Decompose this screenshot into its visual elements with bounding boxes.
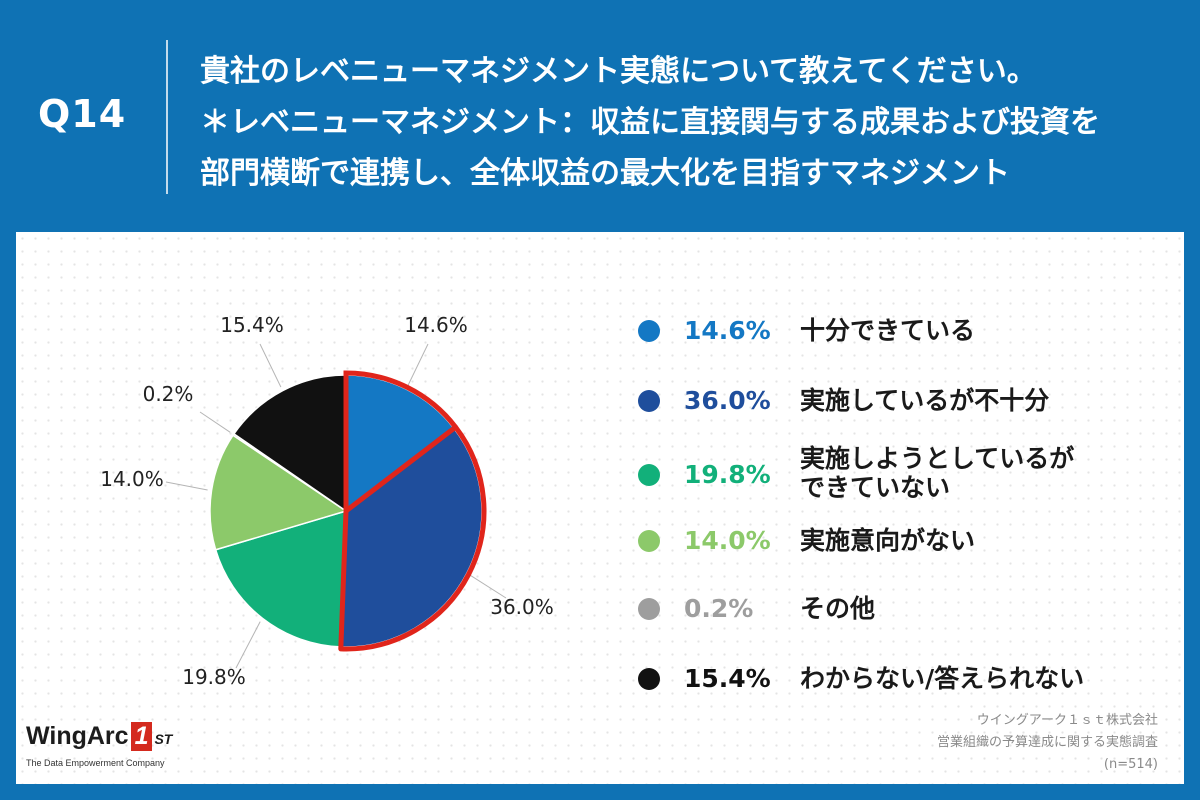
legend-dot-2 <box>638 390 660 412</box>
pie-data-label-3: 19.8% <box>182 665 246 689</box>
question-header: Q14 貴社のレベニューマネジメント実態について教えてください。 ＊レベニューマ… <box>0 0 1200 232</box>
pie-slice-3 <box>214 509 347 648</box>
legend-dot-1 <box>638 320 660 342</box>
pie-slice-4 <box>209 434 348 551</box>
leader-line-1 <box>407 343 429 386</box>
legend-pct-6: 15.4% <box>684 664 771 693</box>
question-number: Q14 <box>38 92 127 136</box>
highlight-outline-top <box>343 370 458 511</box>
leader-line-2 <box>470 574 507 599</box>
legend-label-2: 実施しているが不十分 <box>800 386 1050 415</box>
leader-line-5 <box>199 411 231 433</box>
source-company: ウイングアーク１ｓｔ株式会社 <box>976 713 1158 728</box>
legend-pct-3: 19.8% <box>684 460 771 489</box>
logo-wordmark: WingArc 1 ST <box>26 722 173 751</box>
legend: 14.6% 十分できている 36.0% 実施しているが不十分 19.8% 実施しようとして… <box>638 232 1178 784</box>
pie-data-label-5: 0.2% <box>143 382 194 406</box>
legend-dot-6 <box>638 668 660 690</box>
pie-slice-6 <box>232 374 347 513</box>
pie-data-label-6: 15.4% <box>220 313 284 337</box>
legend-label-6: わからない/答えられない <box>800 664 1085 693</box>
wingarc-logo: WingArc 1 ST The Data Empowerment Company <box>26 722 246 778</box>
header-divider <box>166 40 168 194</box>
pie-data-label-1: 14.6% <box>404 313 468 337</box>
legend-dot-5 <box>638 598 660 620</box>
logo-tagline: The Data Empowerment Company <box>26 758 165 768</box>
question-line-1: 貴社のレベニューマネジメント実態について教えてください。 <box>200 54 1037 89</box>
leader-line-6 <box>259 343 282 388</box>
legend-label-1: 十分できている <box>800 316 976 345</box>
question-text: 貴社のレベニューマネジメント実態について教えてください。 ＊レベニューマネジメン… <box>200 46 1190 199</box>
leader-line-3 <box>235 621 261 669</box>
legend-pct-1: 14.6% <box>684 316 771 345</box>
source-sample: (n=514) <box>1103 757 1158 772</box>
pie-chart: 14.6% 36.0% 19.8% 14.0% 0.2% 15.4% <box>100 313 554 689</box>
highlight-outline <box>338 424 487 652</box>
legend-label-4: 実施意向がない <box>800 526 976 555</box>
pie-data-label-2: 36.0% <box>490 595 554 619</box>
leader-line-4 <box>165 481 208 491</box>
question-line-2: ＊レベニューマネジメント：収益に直接関与する成果および投資を <box>200 105 1100 140</box>
source-note: ウイングアーク１ｓｔ株式会社 営業組織の予算達成に関する実態調査 (n=514) <box>937 710 1158 776</box>
question-line-3: 部門横断で連携し、全体収益の最大化を目指すマネジメント <box>200 156 1010 191</box>
legend-pct-5: 0.2% <box>684 594 754 623</box>
legend-pct-4: 14.0% <box>684 526 771 555</box>
legend-label-5: その他 <box>800 594 876 623</box>
chart-panel: 14.6% 36.0% 19.8% 14.0% 0.2% 15.4% 14.6% 十分できて… <box>16 232 1184 784</box>
legend-dot-4 <box>638 530 660 552</box>
legend-dot-3 <box>638 464 660 486</box>
pie-data-label-4: 14.0% <box>100 467 164 491</box>
source-survey: 営業組織の予算達成に関する実態調査 <box>936 735 1158 750</box>
legend-label-3: 実施しようとしているが できていない <box>800 444 1075 502</box>
legend-pct-2: 36.0% <box>684 386 771 415</box>
